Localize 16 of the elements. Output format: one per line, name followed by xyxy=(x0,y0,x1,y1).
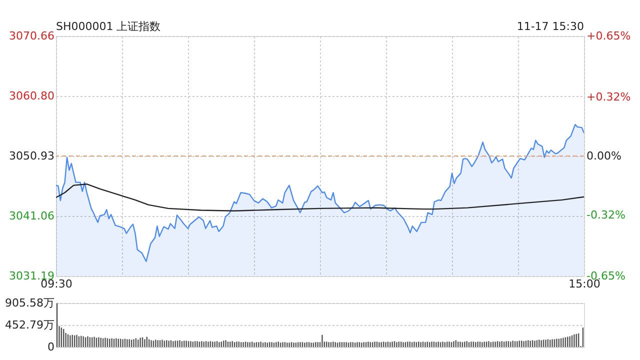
y-tick-label: 3050.93 xyxy=(9,149,54,162)
y2-tick-label: -0.32% xyxy=(586,208,626,222)
y-tick-label: 3060.80 xyxy=(9,89,54,102)
y-tick-label: 0 xyxy=(48,340,54,354)
x-tick-label: 09:30 xyxy=(40,278,72,290)
chart-title: SH000001 上证指数 xyxy=(56,20,161,33)
x-tick-label: 15:00 xyxy=(568,278,600,290)
y-tick-label: 3070.66 xyxy=(9,30,54,42)
y-tick-label: 452.79万 xyxy=(5,318,54,332)
y-tick-label: 3041.06 xyxy=(9,209,54,222)
y2-tick-label: +0.32% xyxy=(586,90,631,104)
y-tick-label: 905.58万 xyxy=(5,296,54,310)
text: 11-17 15:30 xyxy=(516,20,584,33)
line-series xyxy=(56,184,584,212)
y2-tick-label: +0.65% xyxy=(586,30,631,42)
y2-tick-label: 0.00% xyxy=(586,150,622,162)
